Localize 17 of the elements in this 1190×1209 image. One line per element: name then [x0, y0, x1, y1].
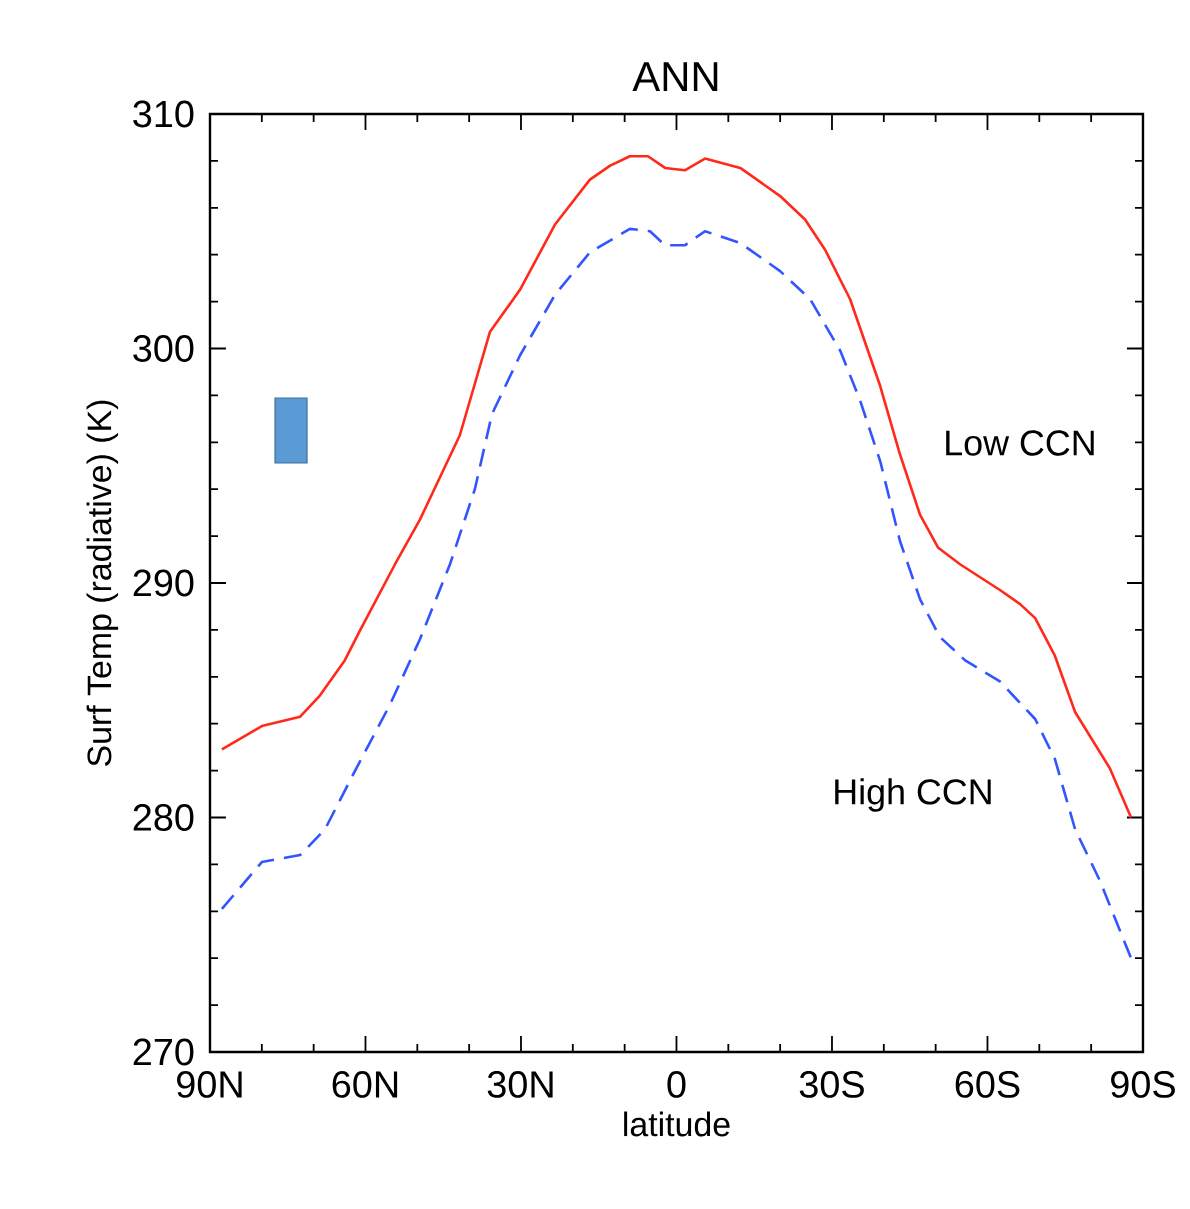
y-tick-label: 280 — [133, 804, 194, 831]
annotation: Low CCN — [946, 430, 1094, 456]
x-tick-label: 30S — [799, 1071, 864, 1098]
y-tick-label: 300 — [133, 335, 194, 362]
y-tick-label: 270 — [133, 1038, 194, 1066]
x-tick-label: 60N — [332, 1071, 398, 1098]
x-tick-label: 0 — [667, 1071, 686, 1098]
x-axis-title: latitude — [624, 1111, 730, 1137]
y-axis-title: Surf Temp (radiative) (K) — [86, 400, 119, 766]
x-tick-label: 90S — [1111, 1071, 1175, 1098]
y-tick-label: 290 — [133, 569, 194, 597]
x-tick-label: 30N — [487, 1071, 553, 1098]
annotation: High CCN — [835, 778, 991, 812]
x-tick-label: 90N — [177, 1071, 242, 1098]
x-tick-label: 60S — [955, 1071, 1020, 1098]
y-tick-label: 310 — [133, 100, 194, 128]
chart-title: ANN — [632, 62, 718, 91]
